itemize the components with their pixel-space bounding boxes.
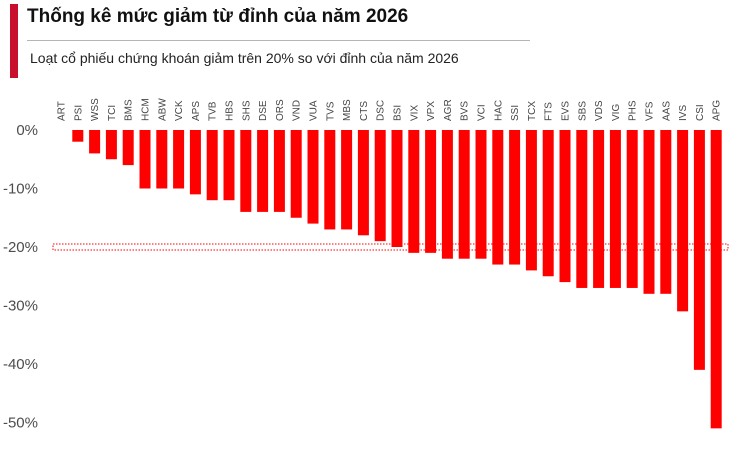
category-label: VCK bbox=[174, 100, 185, 121]
bar-bvs bbox=[458, 130, 470, 259]
bar-vnd bbox=[290, 130, 302, 218]
category-label: HAC bbox=[493, 100, 504, 121]
bar-bms bbox=[122, 130, 134, 166]
bar-shs bbox=[240, 130, 252, 212]
y-tick-label: 0% bbox=[16, 122, 38, 139]
bar-sbs bbox=[576, 130, 588, 288]
bar-vds bbox=[593, 130, 605, 288]
bar-evs bbox=[559, 130, 571, 283]
category-label: BVS bbox=[460, 101, 471, 121]
bar-psi bbox=[72, 130, 84, 142]
category-label: TVS bbox=[325, 101, 336, 121]
bar-mbs bbox=[341, 130, 353, 230]
bar-tvs bbox=[324, 130, 336, 230]
category-label: CTS bbox=[359, 101, 370, 121]
category-label: ABW bbox=[157, 98, 168, 121]
category-label: VPX bbox=[426, 101, 437, 121]
bar-tcx bbox=[525, 130, 537, 271]
category-label: HCM bbox=[141, 98, 152, 121]
bar-abw bbox=[156, 130, 168, 189]
chart-subtitle: Loạt cổ phiếu chứng khoán giảm trên 20% … bbox=[30, 50, 459, 66]
bar-hbs bbox=[223, 130, 235, 201]
category-label: DSC bbox=[376, 100, 387, 121]
bar-tvb bbox=[206, 130, 218, 201]
category-label: TCI bbox=[107, 105, 118, 121]
chart-title: Thống kê mức giảm từ đỉnh của năm 2026 bbox=[27, 6, 409, 27]
bar-apg bbox=[710, 130, 722, 429]
category-label: VUA bbox=[309, 100, 320, 121]
y-tick-label: -20% bbox=[3, 239, 38, 256]
bar-aas bbox=[660, 130, 672, 294]
category-label: HBS bbox=[225, 100, 236, 121]
bar-vpx bbox=[425, 130, 437, 253]
bar-ssi bbox=[509, 130, 521, 265]
bar-hcm bbox=[139, 130, 151, 189]
bar-csi bbox=[693, 130, 705, 370]
category-label: PHS bbox=[628, 100, 639, 121]
bar-phs bbox=[626, 130, 638, 288]
category-label: APG bbox=[712, 100, 723, 121]
category-label: TVB bbox=[208, 101, 219, 121]
category-label: VND bbox=[292, 100, 303, 121]
category-label: SHS bbox=[241, 100, 252, 121]
category-label: VDS bbox=[594, 100, 605, 121]
category-label: VCI bbox=[477, 104, 488, 121]
bar-bsi bbox=[391, 130, 403, 247]
category-label: TCX bbox=[527, 101, 538, 121]
bar-vci bbox=[475, 130, 487, 259]
category-label: APS bbox=[191, 101, 202, 121]
bar-dse bbox=[257, 130, 269, 212]
bar-fts bbox=[542, 130, 554, 277]
category-label: ART bbox=[57, 101, 68, 121]
bar-vua bbox=[307, 130, 319, 224]
category-label: FTS bbox=[544, 102, 555, 121]
bar-dsc bbox=[374, 130, 386, 242]
category-label: VFS bbox=[645, 101, 656, 121]
category-label: SBS bbox=[577, 101, 588, 121]
y-tick-label: -10% bbox=[3, 181, 38, 198]
category-label: AGR bbox=[443, 99, 454, 121]
bar-cts bbox=[357, 130, 369, 236]
category-label: IVS bbox=[678, 105, 689, 121]
bar-hac bbox=[492, 130, 504, 265]
category-label: VIX bbox=[409, 105, 420, 121]
category-label: DSE bbox=[258, 100, 269, 121]
y-tick-label: -30% bbox=[3, 298, 38, 315]
category-label: BSI bbox=[393, 105, 404, 121]
category-label: PSI bbox=[73, 105, 84, 121]
bar-vix bbox=[408, 130, 420, 253]
category-label: CSI bbox=[695, 104, 706, 121]
category-label: EVS bbox=[561, 101, 572, 121]
bar-aps bbox=[189, 130, 201, 195]
bar-vig bbox=[609, 130, 621, 288]
category-label: BMS bbox=[124, 99, 135, 121]
title-divider bbox=[27, 40, 530, 41]
bar-vck bbox=[173, 130, 185, 189]
bar-agr bbox=[441, 130, 453, 259]
bar-ors bbox=[273, 130, 285, 212]
category-label: SSI bbox=[510, 105, 521, 121]
bar-wss bbox=[89, 130, 101, 154]
category-label: MBS bbox=[342, 99, 353, 121]
y-tick-label: -40% bbox=[3, 356, 38, 373]
y-tick-label: -50% bbox=[3, 415, 38, 432]
bar-tci bbox=[105, 130, 117, 160]
category-label: AAS bbox=[661, 101, 672, 121]
accent-bar bbox=[10, 4, 18, 78]
bar-vfs bbox=[643, 130, 655, 294]
category-label: WSS bbox=[90, 98, 101, 121]
category-label: ORS bbox=[275, 99, 286, 121]
threshold-band bbox=[52, 243, 729, 251]
bar-ivs bbox=[677, 130, 689, 312]
category-label: VIG bbox=[611, 104, 622, 121]
